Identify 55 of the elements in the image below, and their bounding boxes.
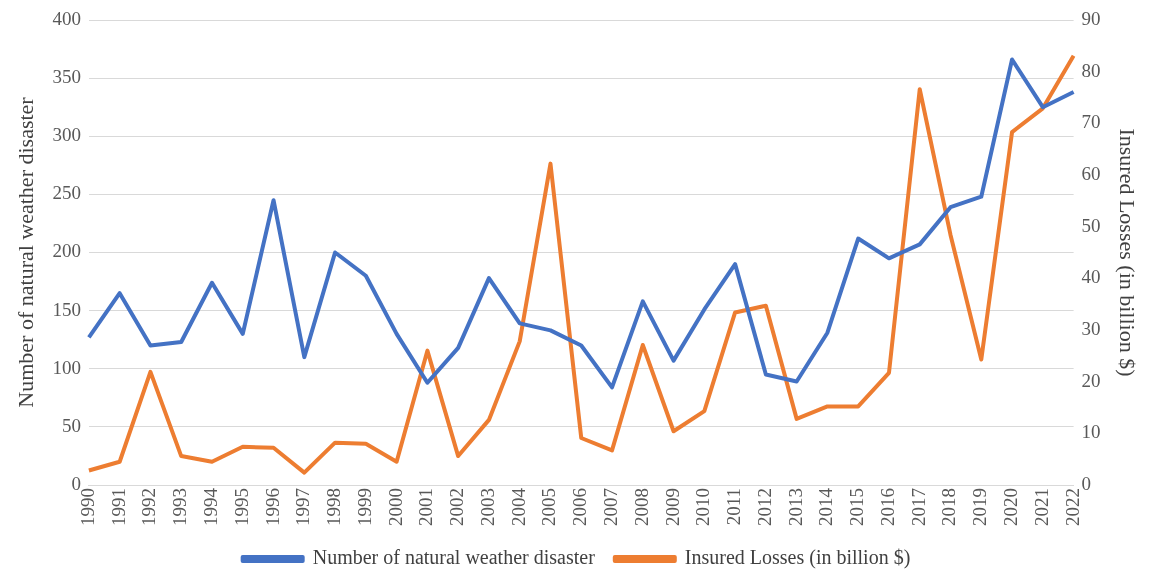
x-tick-label: 2019 xyxy=(969,488,991,526)
y-tick-label: 100 xyxy=(52,356,81,378)
x-tick-label: 2004 xyxy=(507,487,529,526)
y-tick-label: 350 xyxy=(52,66,81,88)
y2-tick-label: 0 xyxy=(1081,472,1092,494)
x-tick-label: 2010 xyxy=(692,488,714,526)
x-tick-label: 2014 xyxy=(815,487,837,526)
y2-tick-label: 60 xyxy=(1081,162,1101,184)
x-tick-label: 2017 xyxy=(907,488,929,526)
y2-tick-label: 80 xyxy=(1081,59,1101,81)
x-tick-label: 2015 xyxy=(846,488,868,526)
x-tick-label: 1999 xyxy=(353,488,375,526)
y-tick-label: 250 xyxy=(52,182,81,204)
x-tick-label: 2000 xyxy=(384,488,406,526)
y2-tick-label: 50 xyxy=(1081,214,1101,236)
y-tick-label: 400 xyxy=(52,7,81,29)
x-tick-label: 2005 xyxy=(538,488,560,526)
x-tick-label: 1991 xyxy=(107,488,129,526)
x-tick-label: 1995 xyxy=(230,488,252,526)
y2-tick-label: 30 xyxy=(1081,317,1101,339)
x-tick-label: 1997 xyxy=(292,488,314,526)
x-tick-label: 2011 xyxy=(723,488,745,526)
x-tick-label: 2009 xyxy=(661,488,683,526)
y-tick-label: 200 xyxy=(52,240,81,262)
x-tick-label: 2016 xyxy=(876,488,898,526)
y2-tick-label: 10 xyxy=(1081,421,1101,443)
x-tick-label: 1996 xyxy=(261,488,283,526)
legend-label: Insured Losses (in billion $) xyxy=(684,546,911,570)
x-tick-label: 2006 xyxy=(569,488,591,526)
x-tick-label: 2013 xyxy=(784,488,806,526)
y-axis-title: Number of natural weather disaster xyxy=(12,96,38,408)
x-tick-label: 2021 xyxy=(1030,488,1052,526)
x-tick-label: 2007 xyxy=(600,488,622,526)
y-tick-label: 150 xyxy=(52,298,81,320)
y-tick-label: 0 xyxy=(71,472,81,494)
x-tick-label: 2003 xyxy=(476,488,498,526)
y-tick-label: 50 xyxy=(61,414,81,436)
x-tick-label: 2001 xyxy=(415,488,437,526)
legend-label: Number of natural weather disaster xyxy=(312,546,596,569)
x-tick-label: 1993 xyxy=(169,488,191,526)
y2-tick-label: 70 xyxy=(1081,111,1101,133)
x-tick-label: 2018 xyxy=(938,488,960,526)
x-tick-label: 2022 xyxy=(1061,488,1083,526)
x-tick-label: 1994 xyxy=(199,487,221,526)
y2-tick-label: 40 xyxy=(1081,266,1101,288)
y2-axis-title: Insured Losses (in billion $) xyxy=(1115,128,1141,377)
y-tick-label: 300 xyxy=(52,124,81,146)
x-tick-label: 1998 xyxy=(323,488,345,526)
y2-tick-label: 90 xyxy=(1081,7,1101,29)
y2-tick-label: 20 xyxy=(1081,369,1101,391)
x-tick-label: 2002 xyxy=(446,488,468,526)
x-tick-label: 2008 xyxy=(630,488,652,526)
x-tick-label: 2020 xyxy=(1000,488,1022,526)
x-tick-label: 2012 xyxy=(753,488,775,526)
x-tick-label: 1992 xyxy=(138,488,160,526)
